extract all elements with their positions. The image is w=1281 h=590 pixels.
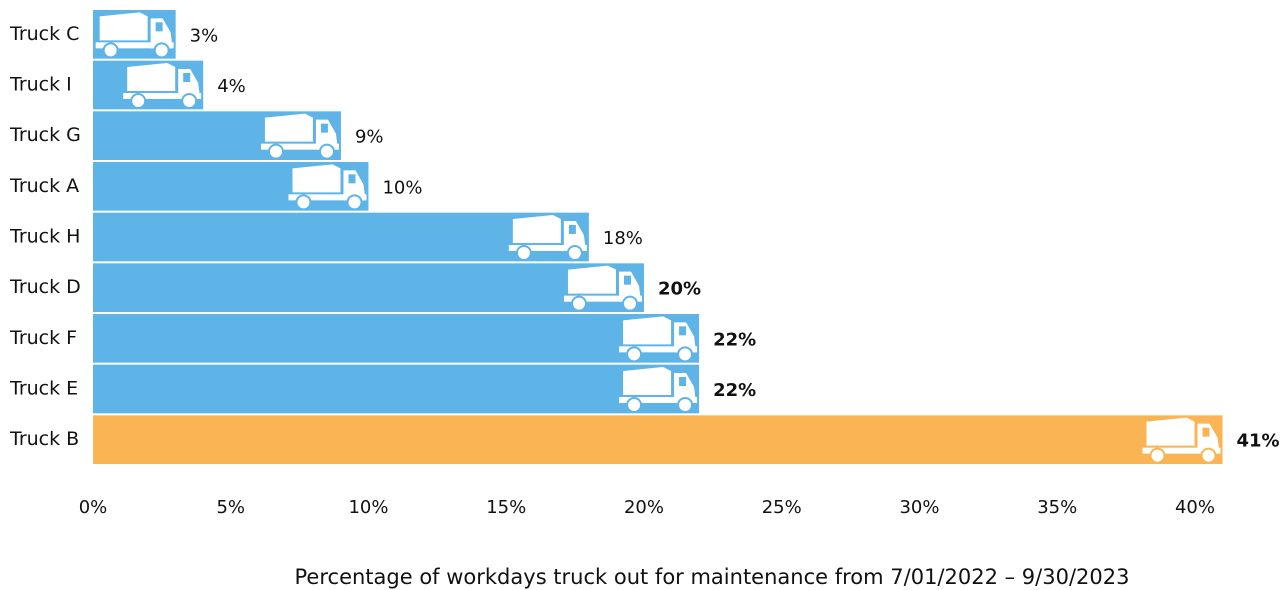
bar [93,314,700,363]
bar [93,415,1223,464]
bar [93,364,700,414]
value-label: 3% [190,25,219,46]
bar [93,212,589,262]
y-tick-label: Truck G [9,124,81,146]
y-tick-label: Truck E [9,378,78,400]
x-tick-label: 25% [762,497,802,518]
value-label: 18% [603,228,643,249]
x-tick-label: 15% [486,497,526,518]
x-tick-label: 30% [899,497,939,518]
y-tick-label: Truck I [9,74,72,96]
value-label: 20% [658,279,701,300]
value-label: 4% [217,76,246,97]
y-tick-label: Truck A [9,175,79,197]
bar [93,263,644,312]
y-tick-label: Truck D [9,276,81,298]
y-tick-label: Truck F [9,327,77,349]
value-label: 41% [1237,431,1280,452]
value-label: 22% [713,329,756,350]
x-tick-label: 10% [348,497,388,518]
y-tick-label: Truck H [9,226,80,248]
y-tick-label: Truck B [9,428,79,450]
x-tick-label: 0% [79,497,108,518]
x-tick-label: 35% [1037,497,1077,518]
y-tick-label: Truck C [9,23,79,45]
x-tick-label: 5% [216,497,245,518]
x-tick-label: 40% [1175,497,1215,518]
x-tick-label: 20% [624,497,664,518]
value-label: 22% [713,380,756,401]
value-label: 10% [382,177,422,198]
x-axis-title: Percentage of workdays truck out for mai… [295,565,1130,589]
value-label: 9% [355,127,384,148]
